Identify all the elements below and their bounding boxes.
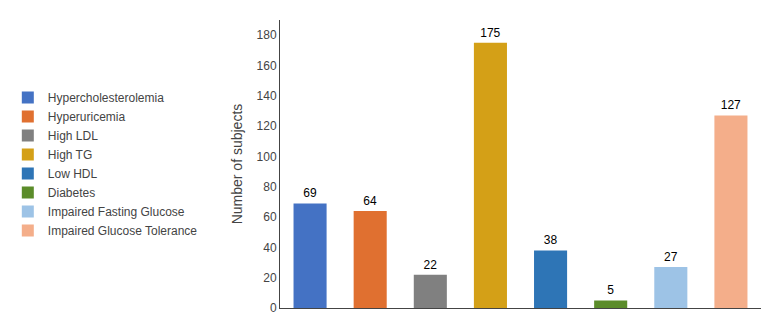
svg-text:60: 60 (263, 210, 277, 224)
svg-text:40: 40 (263, 241, 277, 255)
svg-text:Diabetes: Diabetes (48, 186, 95, 200)
svg-text:80: 80 (263, 180, 277, 194)
svg-text:160: 160 (257, 59, 277, 73)
svg-text:22: 22 (423, 258, 437, 272)
svg-text:38: 38 (544, 233, 558, 247)
svg-text:127: 127 (721, 98, 741, 112)
svg-text:120: 120 (257, 119, 277, 133)
svg-text:5: 5 (607, 283, 614, 297)
svg-text:27: 27 (664, 250, 678, 264)
svg-text:20: 20 (263, 271, 277, 285)
svg-text:Low HDL: Low HDL (48, 167, 98, 181)
svg-text:Hypercholesterolemia: Hypercholesterolemia (48, 91, 164, 105)
svg-text:High TG: High TG (48, 148, 92, 162)
svg-text:64: 64 (363, 194, 377, 208)
svg-text:High LDL: High LDL (48, 129, 98, 143)
svg-text:100: 100 (257, 150, 277, 164)
svg-text:Impaired Glucose Tolerance: Impaired Glucose Tolerance (48, 224, 198, 238)
svg-text:140: 140 (257, 89, 277, 103)
svg-text:0: 0 (270, 301, 277, 315)
svg-text:Impaired Fasting Glucose: Impaired Fasting Glucose (48, 205, 185, 219)
svg-text:180: 180 (257, 28, 277, 42)
svg-text:Hyperuricemia: Hyperuricemia (48, 110, 126, 124)
svg-text:175: 175 (480, 26, 500, 40)
svg-text:69: 69 (303, 186, 317, 200)
svg-text:Number of subjects: Number of subjects (229, 104, 245, 225)
